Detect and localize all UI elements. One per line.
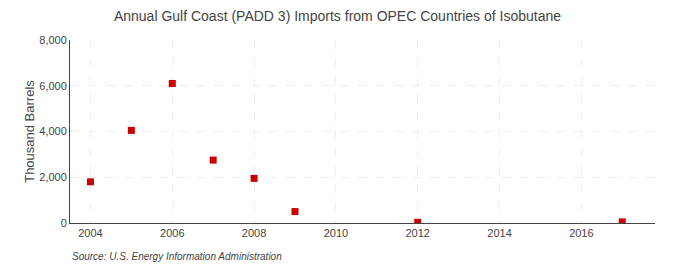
svg-text:2010: 2010: [324, 227, 348, 239]
svg-text:0: 0: [61, 217, 67, 229]
svg-text:2,000: 2,000: [39, 171, 67, 183]
svg-text:8,000: 8,000: [39, 34, 67, 46]
svg-text:6,000: 6,000: [39, 80, 67, 92]
svg-text:4,000: 4,000: [39, 125, 67, 137]
svg-text:2004: 2004: [78, 227, 102, 239]
svg-text:2016: 2016: [569, 227, 593, 239]
svg-text:Source: U.S. Energy Informatio: Source: U.S. Energy Information Administ…: [72, 251, 282, 262]
svg-text:2006: 2006: [160, 227, 184, 239]
svg-text:Thousand Barrels: Thousand Barrels: [22, 80, 37, 183]
svg-text:Annual Gulf Coast (PADD 3) Imp: Annual Gulf Coast (PADD 3) Imports from …: [114, 8, 561, 24]
svg-text:2014: 2014: [487, 227, 511, 239]
svg-text:2008: 2008: [242, 227, 266, 239]
svg-text:2012: 2012: [405, 227, 429, 239]
